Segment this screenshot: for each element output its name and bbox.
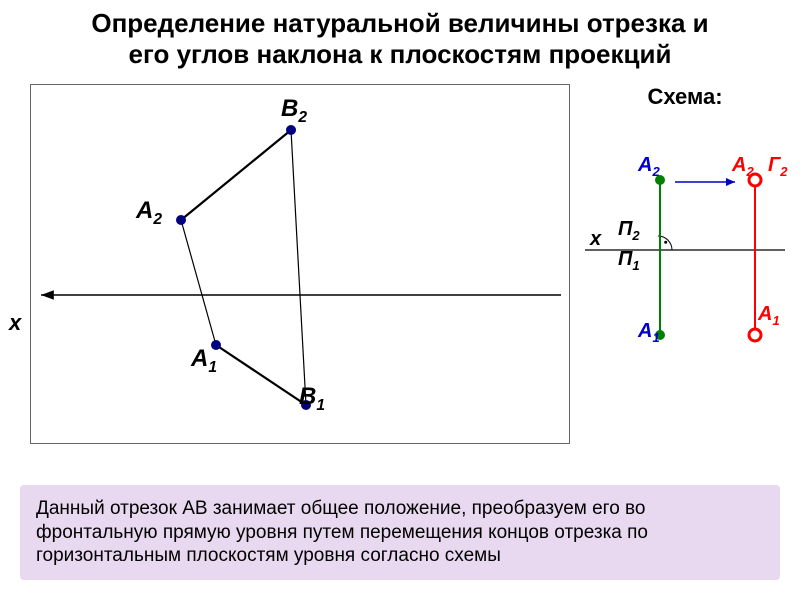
scheme-g2-label: Г2 <box>768 154 788 179</box>
point-label-A2: A2 <box>136 197 162 229</box>
title-line-2: его углов наклона к плоскостям проекций <box>129 39 672 69</box>
scheme-a1-label: А1 <box>638 320 660 345</box>
point-label-B1: B1 <box>299 383 325 415</box>
main-diagram: B2A2A1B1 x <box>30 84 570 444</box>
scheme-diagram: Схема: x П2 П1 А2 А1 А2 Г2 А1 <box>580 84 790 444</box>
footer-content: Данный отрезок АВ занимает общее положен… <box>36 498 648 567</box>
scheme-a1-prime-label: А1 <box>758 303 780 328</box>
scheme-svg <box>580 120 790 420</box>
plane-p2-label: П2 <box>618 218 640 243</box>
content-area: B2 A2 A1 B1 x Схема: x П2 П1 А2 А1 А2 Г2 А1 <box>0 74 800 474</box>
scheme-x-label: x <box>590 228 601 251</box>
scheme-a2-prime-label: А2 <box>732 154 754 179</box>
scheme-title: Схема: <box>580 84 790 110</box>
plane-p1-label: П1 <box>618 248 640 273</box>
point-label-A1: A1 <box>191 345 217 377</box>
title-line-1: Определение натуральной величины отрезка… <box>91 8 708 38</box>
point-label-B2: B2 <box>281 95 307 127</box>
page-title: Определение натуральной величины отрезка… <box>0 0 800 74</box>
scheme-a2-label: А2 <box>638 154 660 179</box>
description-text: Данный отрезок АВ занимает общее положен… <box>20 485 780 580</box>
x-axis-label: x <box>9 310 21 336</box>
